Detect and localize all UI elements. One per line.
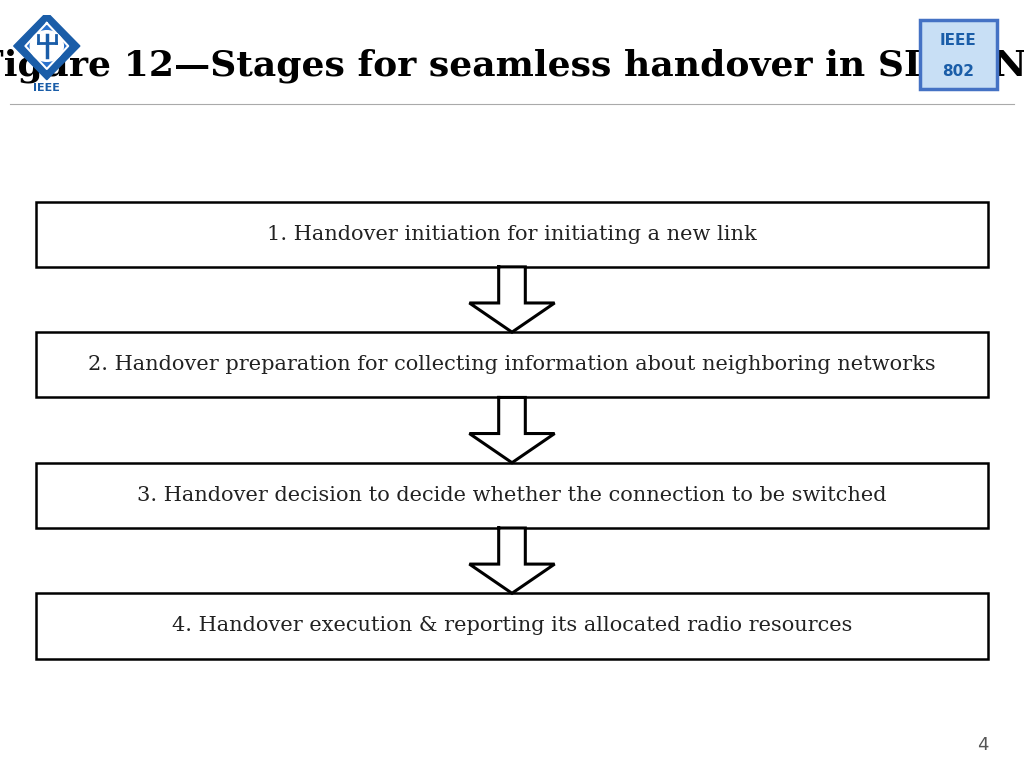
FancyBboxPatch shape <box>36 462 988 528</box>
FancyBboxPatch shape <box>36 332 988 398</box>
Text: Figure 12—Stages for seamless handover in SDRANs: Figure 12—Stages for seamless handover i… <box>0 48 1024 82</box>
Polygon shape <box>13 12 80 80</box>
Text: 1. Handover initiation for initiating a new link: 1. Handover initiation for initiating a … <box>267 225 757 243</box>
Polygon shape <box>26 23 69 69</box>
Text: IEEE: IEEE <box>34 83 60 93</box>
Circle shape <box>31 31 63 61</box>
FancyBboxPatch shape <box>920 20 997 89</box>
Text: 3. Handover decision to decide whether the connection to be switched: 3. Handover decision to decide whether t… <box>137 486 887 505</box>
Text: 4: 4 <box>977 737 988 754</box>
Text: IEEE: IEEE <box>940 34 977 48</box>
Text: 4. Handover execution & reporting its allocated radio resources: 4. Handover execution & reporting its al… <box>172 617 852 635</box>
Text: 802: 802 <box>942 64 975 78</box>
Polygon shape <box>469 267 555 332</box>
Polygon shape <box>469 398 555 462</box>
FancyBboxPatch shape <box>36 594 988 659</box>
FancyBboxPatch shape <box>36 202 988 267</box>
Polygon shape <box>469 528 555 593</box>
Text: 2. Handover preparation for collecting information about neighboring networks: 2. Handover preparation for collecting i… <box>88 356 936 374</box>
